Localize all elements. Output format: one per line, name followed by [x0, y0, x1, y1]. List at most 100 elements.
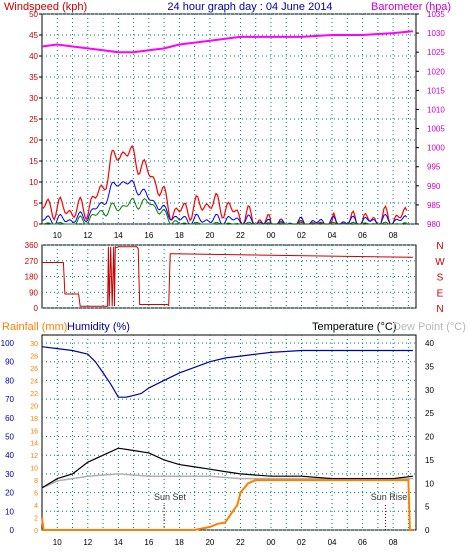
hour-tick-label: 22	[236, 538, 245, 547]
barometer-line	[41, 30, 413, 54]
baro-tick-label: 1005	[427, 125, 445, 134]
wind-tick-label: 30	[29, 94, 38, 103]
dewpoint-title: Dew Point (°C)	[393, 321, 466, 333]
hour-tick-label: 22	[236, 231, 245, 240]
temp-tick-label: 5	[425, 503, 430, 512]
windspeed-line	[41, 144, 408, 225]
wind-tick-label: 25	[29, 115, 38, 124]
rain-tick-label: 22	[30, 391, 38, 398]
rain-grid	[42, 335, 416, 531]
direction-tick-label: 360	[25, 241, 39, 250]
humidity-tick-label: 40	[5, 451, 14, 460]
sunrise-label: Sun Rise	[371, 492, 408, 502]
baro-tick-label: 995	[427, 163, 441, 172]
temperature-title: Temperature (°C)	[312, 321, 396, 333]
wind-tick-label: 5	[34, 199, 39, 208]
rain-tick-label: 24	[30, 378, 38, 385]
hour-tick-label: 12	[83, 538, 92, 547]
humidity-tick-label: 20	[5, 489, 14, 498]
hour-tick-label: 14	[114, 231, 123, 240]
humidity-tick-label: 90	[5, 358, 14, 367]
direction-tick-label: 0	[34, 304, 39, 313]
wind-tick-label: 10	[29, 178, 38, 187]
hour-tick-label: 18	[175, 538, 184, 547]
hour-tick-label: 08	[389, 231, 398, 240]
humidity-tick-label: 50	[5, 433, 14, 442]
hour-tick-label: 08	[389, 538, 398, 547]
rain-tick-label: 0	[34, 528, 38, 535]
baro-tick-label: 1025	[427, 48, 445, 57]
humidity-line	[41, 346, 413, 398]
barometer-title: Barometer (hpa)	[371, 1, 451, 13]
rain-tick-label: 30	[30, 341, 38, 348]
hour-tick-label: 20	[205, 231, 214, 240]
baro-tick-label: 1010	[427, 105, 445, 114]
temp-tick-label: 40	[425, 339, 434, 348]
low-line	[42, 197, 407, 225]
hour-tick-label: 10	[53, 231, 62, 240]
hour-tick-label: 02	[297, 231, 306, 240]
rain-tick-label: 14	[30, 441, 38, 448]
dewpoint-line	[41, 473, 413, 489]
wind-tick-label: 50	[29, 10, 38, 19]
humidity-tick-label: 10	[5, 507, 14, 516]
rain-tick-label: 4	[34, 503, 38, 510]
wind-tick-label: 20	[29, 136, 38, 145]
direction-tick-label: 90	[29, 288, 38, 297]
wind-series	[41, 30, 413, 225]
direction-series	[42, 245, 413, 307]
baro-tick-label: 1015	[427, 86, 445, 95]
rain-panel-frame	[41, 334, 417, 531]
rain-series	[41, 346, 413, 531]
compass-label: N	[436, 241, 443, 252]
hour-tick-label: 00	[267, 231, 276, 240]
windspeed-title: Windspeed (kph)	[4, 1, 87, 13]
gust-line	[41, 179, 408, 225]
hour-tick-label: 16	[144, 538, 153, 547]
hour-tick-label: 04	[328, 231, 337, 240]
hour-tick-label: 00	[267, 538, 276, 547]
baro-tick-label: 1030	[427, 29, 445, 38]
temp-tick-label: 15	[425, 456, 434, 465]
sunset-label: Sun Set	[154, 492, 187, 502]
wind-tick-label: 15	[29, 157, 38, 166]
baro-tick-label: 990	[427, 182, 441, 191]
axis-labels: 0510152025303540455098098599099510001005…	[1, 10, 446, 547]
temp-tick-label: 20	[425, 433, 434, 442]
direction-tick-label: 180	[25, 273, 39, 282]
hour-tick-label: 18	[175, 231, 184, 240]
baro-tick-label: 980	[427, 220, 441, 229]
rain-tick-label: 26	[30, 366, 38, 373]
wind-grid	[42, 13, 416, 225]
rainfall-line	[41, 479, 413, 531]
baro-tick-label: 985	[427, 201, 441, 210]
temp-tick-label: 25	[425, 409, 434, 418]
compass-label: W	[435, 257, 445, 268]
rain-tick-label: 2	[34, 516, 38, 523]
hour-tick-label: 06	[358, 231, 367, 240]
rain-tick-label: 10	[30, 466, 38, 473]
direction-line	[42, 245, 413, 307]
hour-tick-label: 06	[358, 538, 367, 547]
hour-tick-label: 12	[83, 231, 92, 240]
hour-tick-label: 10	[53, 538, 62, 547]
hour-tick-label: 14	[114, 538, 123, 547]
baro-tick-label: 1000	[427, 144, 445, 153]
direction-tick-label: 270	[25, 257, 39, 266]
hour-tick-label: 16	[144, 231, 153, 240]
rain-tick-label: 28	[30, 353, 38, 360]
humidity-tick-label: 80	[5, 376, 14, 385]
rain-tick-label: 12	[30, 453, 38, 460]
humidity-tick-label: 100	[1, 339, 15, 348]
hour-tick-label: 20	[205, 538, 214, 547]
graph-title: 24 hour graph day : 04 June 2014	[167, 1, 332, 13]
rain-tick-label: 8	[34, 478, 38, 485]
humidity-title: Humidity (%)	[67, 321, 130, 333]
rain-tick-label: 6	[34, 491, 38, 498]
temp-tick-label: 0	[425, 526, 430, 535]
wind-tick-label: 40	[29, 52, 38, 61]
wind-tick-label: 35	[29, 73, 38, 82]
hour-tick-label: 02	[297, 538, 306, 547]
temperature-line	[41, 447, 413, 489]
